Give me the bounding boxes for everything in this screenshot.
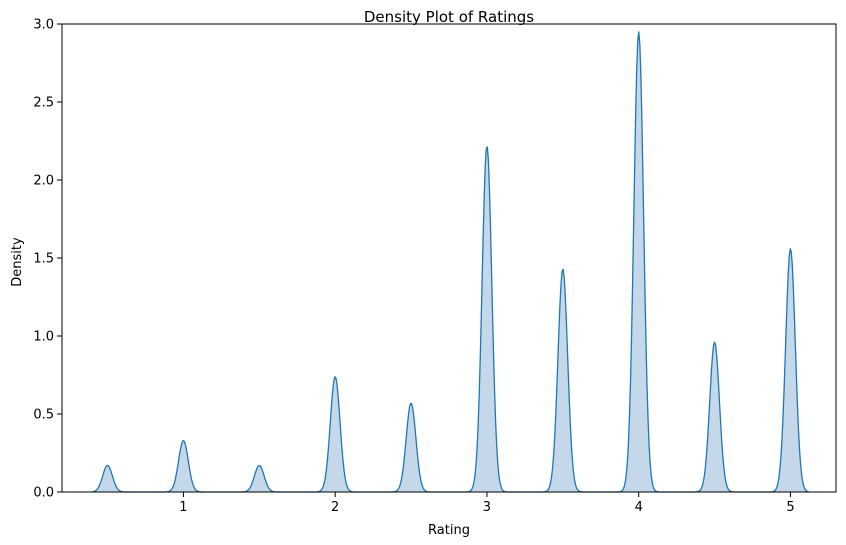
- density-line-0: [92, 31, 809, 493]
- x-tick-label-2: 3: [483, 500, 491, 515]
- y-tick-label-1: 0.5: [33, 408, 54, 423]
- plot-area: [92, 31, 809, 493]
- x-axis-label: Rating: [428, 523, 470, 538]
- y-axis-label: Density: [10, 237, 25, 287]
- density-area-0: [92, 31, 809, 492]
- x-axis: 1 2 3 4 5: [179, 492, 795, 515]
- y-tick-label-4: 2.0: [33, 174, 54, 189]
- y-tick-label-5: 2.5: [33, 96, 54, 111]
- y-tick-label-0: 0.0: [33, 486, 54, 501]
- x-tick-label-3: 4: [635, 500, 643, 515]
- y-tick-label-6: 3.0: [33, 18, 54, 33]
- x-tick-label-4: 5: [786, 500, 794, 515]
- y-tick-label-3: 1.5: [33, 252, 54, 267]
- y-axis: 0.0 0.5 1.0 1.5 2.0 2.5 3.0: [33, 18, 62, 501]
- x-tick-label-0: 1: [179, 500, 187, 515]
- chart-title: Density Plot of Ratings: [364, 8, 534, 26]
- x-tick-label-1: 2: [331, 500, 339, 515]
- y-tick-label-2: 1.0: [33, 330, 54, 345]
